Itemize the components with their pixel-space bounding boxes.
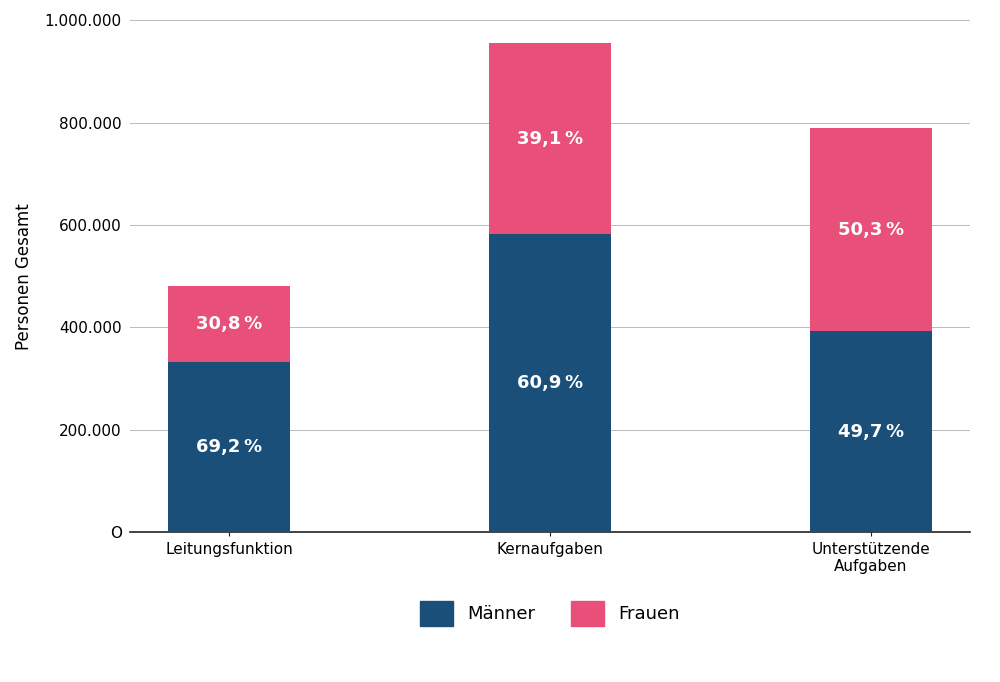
- Text: 50,3 %: 50,3 %: [838, 220, 904, 239]
- Bar: [489, 44, 611, 235]
- Bar: [489, 235, 611, 532]
- Text: 39,1 %: 39,1 %: [517, 130, 583, 148]
- Bar: [810, 331, 932, 532]
- Bar: [168, 286, 290, 362]
- Legend: Männer, Frauen: Männer, Frauen: [411, 592, 689, 636]
- Y-axis label: Personen Gesamt: Personen Gesamt: [15, 203, 33, 350]
- Text: 60,9 %: 60,9 %: [517, 374, 583, 392]
- Text: 30,8 %: 30,8 %: [196, 315, 262, 333]
- Text: 49,7 %: 49,7 %: [838, 423, 904, 441]
- Bar: [168, 362, 290, 532]
- Text: 69,2 %: 69,2 %: [196, 438, 262, 456]
- Bar: [810, 128, 932, 331]
